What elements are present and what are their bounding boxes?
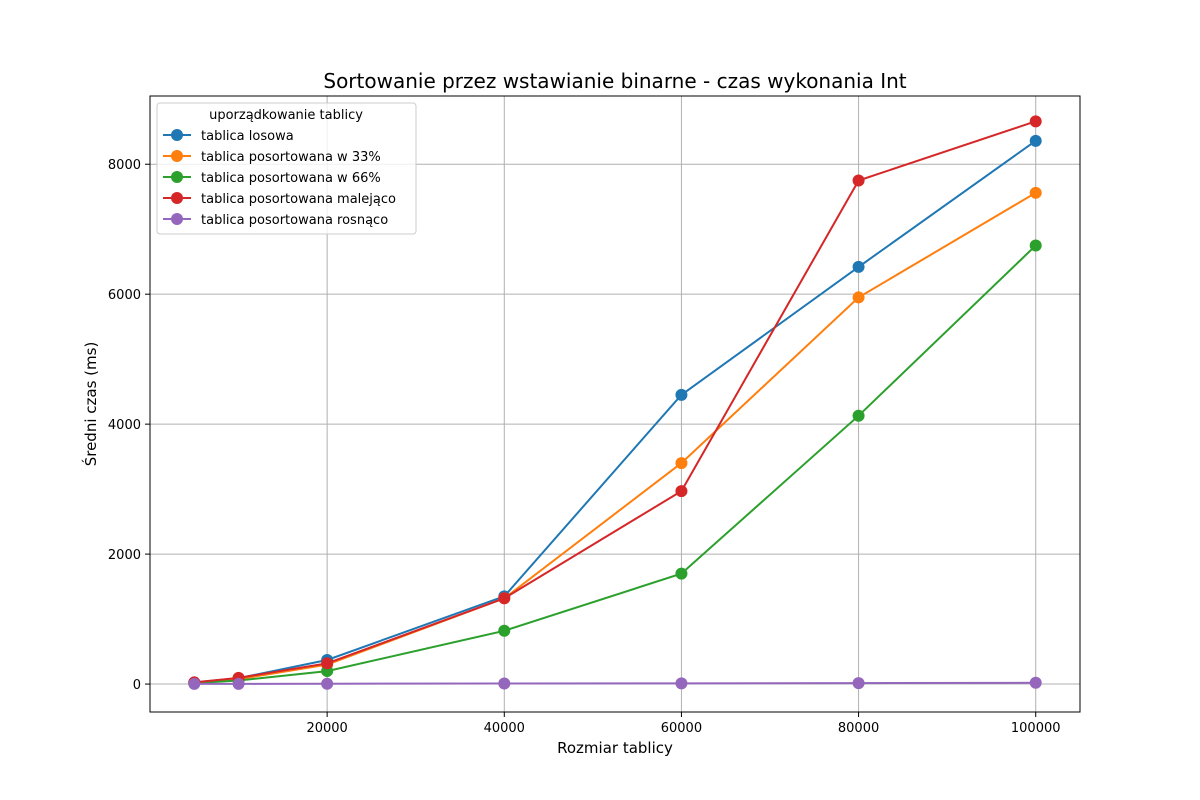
x-axis-label: Rozmiar tablicy [557,739,673,757]
y-tick-label: 2000 [108,548,141,563]
axis-ticks: 20000 40000 60000 80000 100000 0 2000 4000 6000 8… [108,158,1061,736]
legend-marker [171,171,183,183]
x-tick-label: 40000 [484,721,525,736]
legend-item: tablica losowa [163,129,294,144]
data-point [498,677,511,690]
data-point [675,677,688,690]
data-point [321,657,334,670]
legend-label: tablica posortowana rosnąco [201,213,388,228]
x-tick-label: 100000 [1011,721,1061,736]
chart-title: Sortowanie przez wstawianie binarne - cz… [323,69,906,93]
data-point [232,677,245,690]
data-point [675,388,688,401]
legend-title: uporządkowanie tablicy [209,108,363,123]
legend-marker [171,192,183,204]
data-point [498,592,511,605]
x-tick-label: 80000 [838,721,879,736]
y-axis-label: Średni czas (ms) [81,342,100,467]
x-tick-label: 20000 [306,721,347,736]
series-layer [188,115,1042,690]
data-point [852,291,865,304]
data-point [675,457,688,470]
data-point [852,677,865,690]
data-point [852,260,865,273]
y-tick-label: 6000 [108,288,141,303]
legend-item: tablica posortowana w 33% [163,150,381,165]
y-tick-label: 4000 [108,418,141,433]
data-point [1029,239,1042,252]
data-point [675,485,688,498]
legend-label: tablica posortowana w 33% [201,150,381,165]
data-point [1029,676,1042,689]
data-point [1029,134,1042,147]
legend-marker [171,150,183,162]
series-line [194,681,1036,685]
legend-item: tablica posortowana malejąco [163,192,396,207]
data-point [498,624,511,637]
legend-label: tablica losowa [201,129,294,144]
legend-marker [171,129,183,141]
data-point [188,677,201,690]
legend-label: tablica posortowana w 66% [201,171,381,186]
legend: uporządkowanie tablicy tablica losowa tabl… [156,102,417,235]
data-point [1029,186,1042,199]
x-tick-label: 60000 [661,721,702,736]
legend-label: tablica posortowana malejąco [201,192,396,207]
y-tick-label: 8000 [108,158,141,173]
legend-item: tablica posortowana rosnąco [163,213,388,228]
plot-frame [149,95,1081,713]
data-point [1029,115,1042,128]
y-tick-label: 0 [133,678,141,693]
series-5 [188,676,1042,690]
legend-box [156,102,417,235]
data-point [675,567,688,580]
data-point [852,409,865,422]
data-point [852,174,865,187]
legend-item: tablica posortowana w 66% [163,171,381,186]
legend-marker [171,213,183,225]
data-point [321,677,334,690]
